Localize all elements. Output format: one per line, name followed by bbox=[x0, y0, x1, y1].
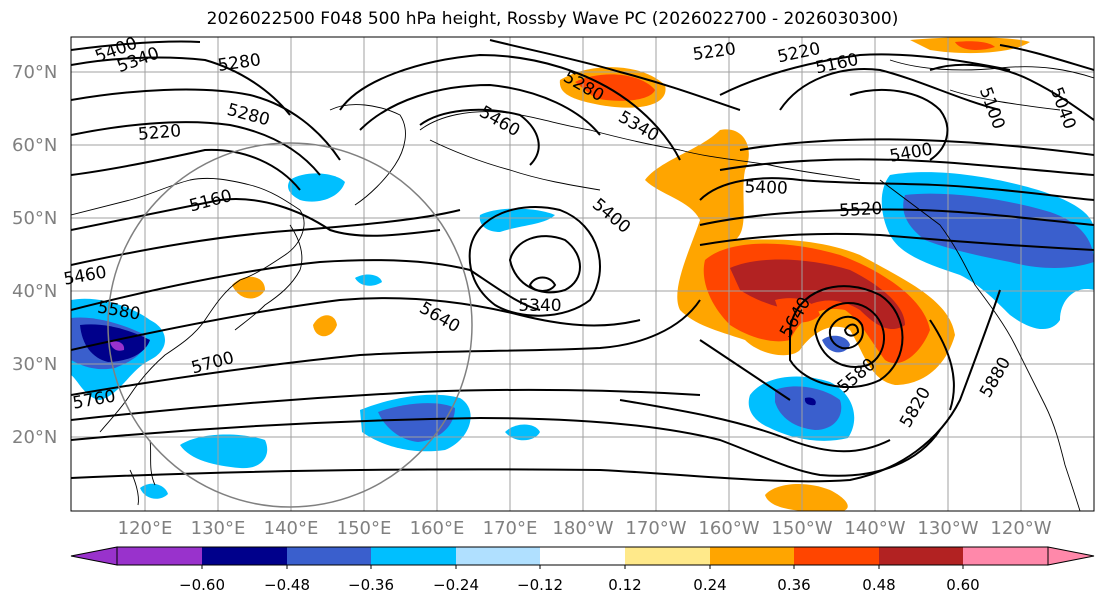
lon-label: 140°E bbox=[263, 518, 319, 539]
colorbar-tick-label: 0.48 bbox=[862, 576, 896, 594]
lon-label: 160°W bbox=[698, 518, 760, 539]
colorbar-segment bbox=[625, 547, 710, 565]
closed-low-pacific bbox=[468, 206, 601, 317]
contour-label: 5760 bbox=[71, 386, 117, 413]
lon-label: 150°E bbox=[336, 518, 392, 539]
lon-label: 170°W bbox=[625, 518, 687, 539]
colorbar-tick-label: 0.24 bbox=[693, 576, 727, 594]
lon-label: 180°W bbox=[552, 518, 614, 539]
north-america-coastline bbox=[879, 179, 1081, 511]
colorbar-tick-label: −0.48 bbox=[264, 576, 310, 594]
colorbar-segment bbox=[287, 547, 371, 565]
contour-label: 5160 bbox=[187, 186, 234, 217]
colorbar-min-extension bbox=[70, 546, 118, 566]
colorbar-segment bbox=[540, 547, 625, 565]
lon-label: 120°W bbox=[990, 518, 1052, 539]
colorbar-tick-label: −0.60 bbox=[179, 576, 225, 594]
contour-label: 5340 bbox=[615, 107, 662, 146]
colorbar-segment bbox=[117, 547, 202, 565]
lat-label: 40°N bbox=[12, 281, 58, 302]
contour-label: 5040 bbox=[1046, 85, 1080, 132]
contour-label: 5640 bbox=[416, 298, 463, 337]
colorbar-segment bbox=[202, 547, 287, 565]
colorbar-max-extension bbox=[1047, 546, 1095, 566]
colorbar-segment bbox=[456, 547, 540, 565]
map-frame bbox=[70, 36, 1095, 512]
lat-label: 50°N bbox=[12, 208, 58, 229]
contour-label: 5460 bbox=[476, 102, 523, 141]
alaska-coastline bbox=[419, 111, 861, 181]
map-title: 2026022500 F048 500 hPa height, Rossby W… bbox=[206, 9, 899, 29]
contour-label: 5340 bbox=[518, 296, 561, 316]
colorbar-segment bbox=[710, 547, 794, 565]
lon-label: 130°E bbox=[190, 518, 246, 539]
lat-label: 20°N bbox=[12, 427, 58, 448]
colorbar-segment bbox=[794, 547, 879, 565]
contour-label: 5400 bbox=[588, 195, 634, 238]
lon-label: 120°E bbox=[117, 518, 173, 539]
gridlines bbox=[71, 37, 1094, 511]
lat-label: 60°N bbox=[12, 135, 58, 156]
contour-label: 5520 bbox=[839, 199, 883, 221]
lon-label: 140°W bbox=[844, 518, 906, 539]
contour-label: 5400 bbox=[888, 139, 934, 166]
closed-low-gulf bbox=[789, 285, 904, 388]
contour-label: 5220 bbox=[137, 121, 182, 145]
colorbar-segment bbox=[371, 547, 456, 565]
contour-label: 5460 bbox=[62, 262, 108, 289]
colorbar-tick-label: −0.24 bbox=[433, 576, 479, 594]
colorbar-tick-label: 0.60 bbox=[946, 576, 980, 594]
contour-label: 5100 bbox=[975, 85, 1009, 132]
lat-label: 70°N bbox=[12, 62, 58, 83]
colorbar bbox=[70, 546, 1095, 569]
colorbar-tick-label: −0.36 bbox=[348, 576, 394, 594]
lon-label: 170°E bbox=[482, 518, 538, 539]
lon-label: 150°W bbox=[771, 518, 833, 539]
contour-label: 5820 bbox=[896, 384, 935, 431]
positive-anomaly-southeast bbox=[765, 484, 848, 511]
lon-label: 130°W bbox=[917, 518, 979, 539]
colorbar-tick-label: −0.12 bbox=[517, 576, 563, 594]
contour-label: 5400 bbox=[744, 177, 788, 198]
japan-coastline bbox=[234, 224, 303, 331]
lon-label: 160°E bbox=[409, 518, 465, 539]
lat-label: 30°N bbox=[12, 354, 58, 375]
contour-label: 5220 bbox=[691, 39, 737, 65]
colorbar-segment bbox=[879, 547, 963, 565]
height-contours bbox=[71, 39, 1094, 483]
colorbar-segment bbox=[963, 547, 1048, 565]
colorbar-tick-label: 0.36 bbox=[777, 576, 811, 594]
colorbar-tick-label: 0.12 bbox=[608, 576, 642, 594]
contour-label: 5880 bbox=[976, 354, 1015, 401]
highlight-circle bbox=[107, 142, 473, 508]
